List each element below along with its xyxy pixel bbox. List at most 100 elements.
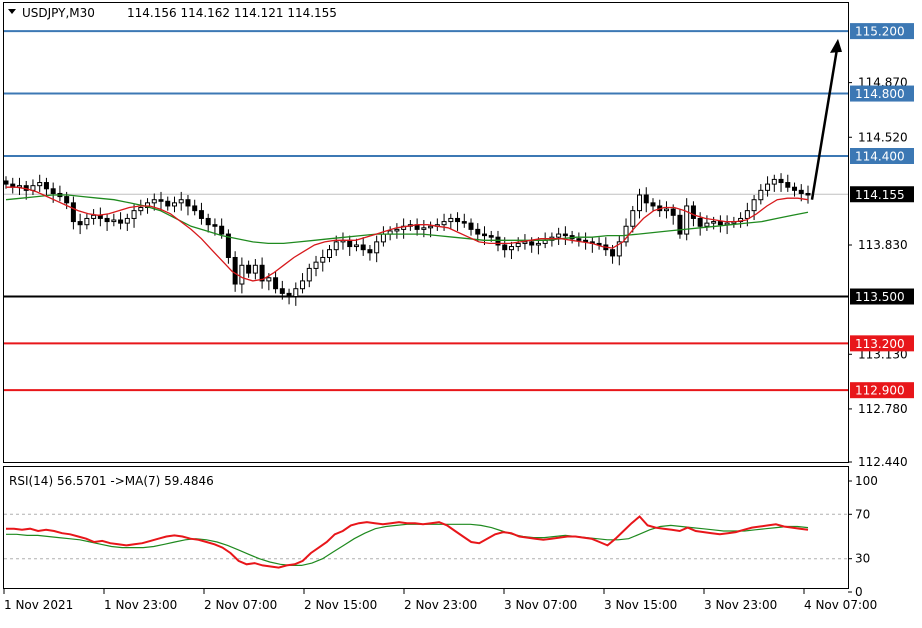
rsi-tick-label: 0 xyxy=(855,585,863,599)
candle-body xyxy=(535,242,541,246)
time-tick-label: 2 Nov 07:00 xyxy=(204,598,277,612)
candle-body xyxy=(205,217,211,226)
forecast-arrow-shaft xyxy=(810,48,839,200)
candle-body xyxy=(502,244,508,251)
candle-body xyxy=(751,199,757,212)
main-chart-frame xyxy=(3,2,849,463)
moving-averages xyxy=(5,186,809,282)
rsi-ma-line xyxy=(6,523,809,566)
candle-body xyxy=(576,238,582,241)
candle-body xyxy=(765,183,771,191)
candle-body xyxy=(138,207,144,212)
ohlc-values: 114.156 114.162 114.121 114.155 xyxy=(127,6,337,20)
dropdown-triangle-icon[interactable] xyxy=(8,9,16,14)
candle-body xyxy=(529,241,535,246)
time-tick-label: 3 Nov 15:00 xyxy=(604,598,677,612)
candle-body xyxy=(663,208,669,212)
candle-body xyxy=(246,264,252,274)
candle-body xyxy=(717,221,723,226)
candle-body xyxy=(556,233,562,238)
candle-body xyxy=(279,288,285,294)
candle-body xyxy=(468,222,474,230)
level-tag-text: 112.900 xyxy=(855,384,905,398)
rsi-tick-label: 30 xyxy=(855,552,870,566)
candles xyxy=(3,173,811,306)
candle-body xyxy=(37,182,43,187)
time-tick-label: 4 Nov 07:00 xyxy=(804,598,877,612)
candle-body xyxy=(367,249,373,254)
candle-body xyxy=(198,210,204,219)
candle-body xyxy=(347,239,353,248)
ma-slow-line xyxy=(5,194,809,245)
candle-body xyxy=(690,205,696,219)
candle-body xyxy=(623,225,629,243)
level-tags: 115.200 114.800 114.400 113.500 113.200 112.9… xyxy=(850,23,914,399)
candle-body xyxy=(91,214,97,219)
current-price-tag xyxy=(850,186,914,203)
candle-body xyxy=(104,217,110,223)
candle-body xyxy=(428,225,434,229)
level-tag xyxy=(850,288,914,305)
time-tick-label: 2 Nov 23:00 xyxy=(404,598,477,612)
candle-body xyxy=(306,267,312,282)
rsi-header: RSI(14) 56.5701 ->MA(7) 59.4846 xyxy=(9,474,214,488)
candle-body xyxy=(286,292,292,298)
candle-body xyxy=(259,264,265,282)
time-tick-label: 3 Nov 07:00 xyxy=(504,598,577,612)
candle-body xyxy=(461,221,467,224)
forecast-arrow-head xyxy=(830,38,842,53)
level-tag xyxy=(850,148,914,164)
candle-body xyxy=(448,217,454,223)
candle-body xyxy=(394,228,400,232)
candle-body xyxy=(232,256,238,285)
candle-body xyxy=(320,256,326,263)
level-lines xyxy=(4,30,848,392)
candle-body xyxy=(124,217,130,224)
candle-body xyxy=(64,196,70,204)
candle-body xyxy=(441,221,447,226)
candle-body xyxy=(252,264,258,274)
candle-body xyxy=(805,192,811,196)
ma-fast-line xyxy=(6,186,809,282)
candle-body xyxy=(151,199,157,204)
candle-body xyxy=(171,202,177,207)
rsi-panel-frame xyxy=(3,466,849,589)
candle-body xyxy=(637,194,643,212)
candle-body xyxy=(84,217,90,226)
candle-body xyxy=(771,178,777,185)
candle-body xyxy=(711,221,717,224)
candle-body xyxy=(785,182,791,188)
candle-body xyxy=(482,233,488,237)
level-tag-text: 113.500 xyxy=(855,290,905,304)
candle-body xyxy=(758,189,764,201)
candle-body xyxy=(421,227,427,230)
candle-body xyxy=(3,180,9,185)
candle-body xyxy=(704,222,710,227)
chart-header: USDJPY,M30 114.156 114.162 114.121 114.1… xyxy=(8,6,337,20)
candle-body xyxy=(131,210,137,219)
candle-body xyxy=(353,244,359,248)
candle-body xyxy=(792,186,798,191)
candle-body xyxy=(192,205,198,212)
level-tag xyxy=(850,85,914,102)
rsi-lines xyxy=(6,515,809,569)
candle-body xyxy=(326,249,332,258)
price-tick-label: 114.520 xyxy=(858,130,908,144)
rsi-line xyxy=(6,515,809,569)
candle-body xyxy=(239,264,245,285)
candle-body xyxy=(219,225,225,235)
candle-body xyxy=(744,210,750,219)
level-tag-text: 113.200 xyxy=(855,337,905,351)
price-tick-label: 112.780 xyxy=(858,402,908,416)
candle-body xyxy=(630,210,636,227)
candle-body xyxy=(333,241,339,251)
candle-body xyxy=(522,241,528,244)
price-axis: 114.870114.520113.830113.130112.780112.4… xyxy=(848,76,908,469)
candle-body xyxy=(475,228,481,235)
candle-body xyxy=(118,219,124,224)
time-axis: 1 Nov 2021 1 Nov 23:00 2 Nov 07:00 2 Nov 15… xyxy=(3,589,877,612)
forecast-arrow xyxy=(810,38,842,200)
level-tag-text: 115.200 xyxy=(855,25,905,39)
candle-body xyxy=(650,202,656,207)
